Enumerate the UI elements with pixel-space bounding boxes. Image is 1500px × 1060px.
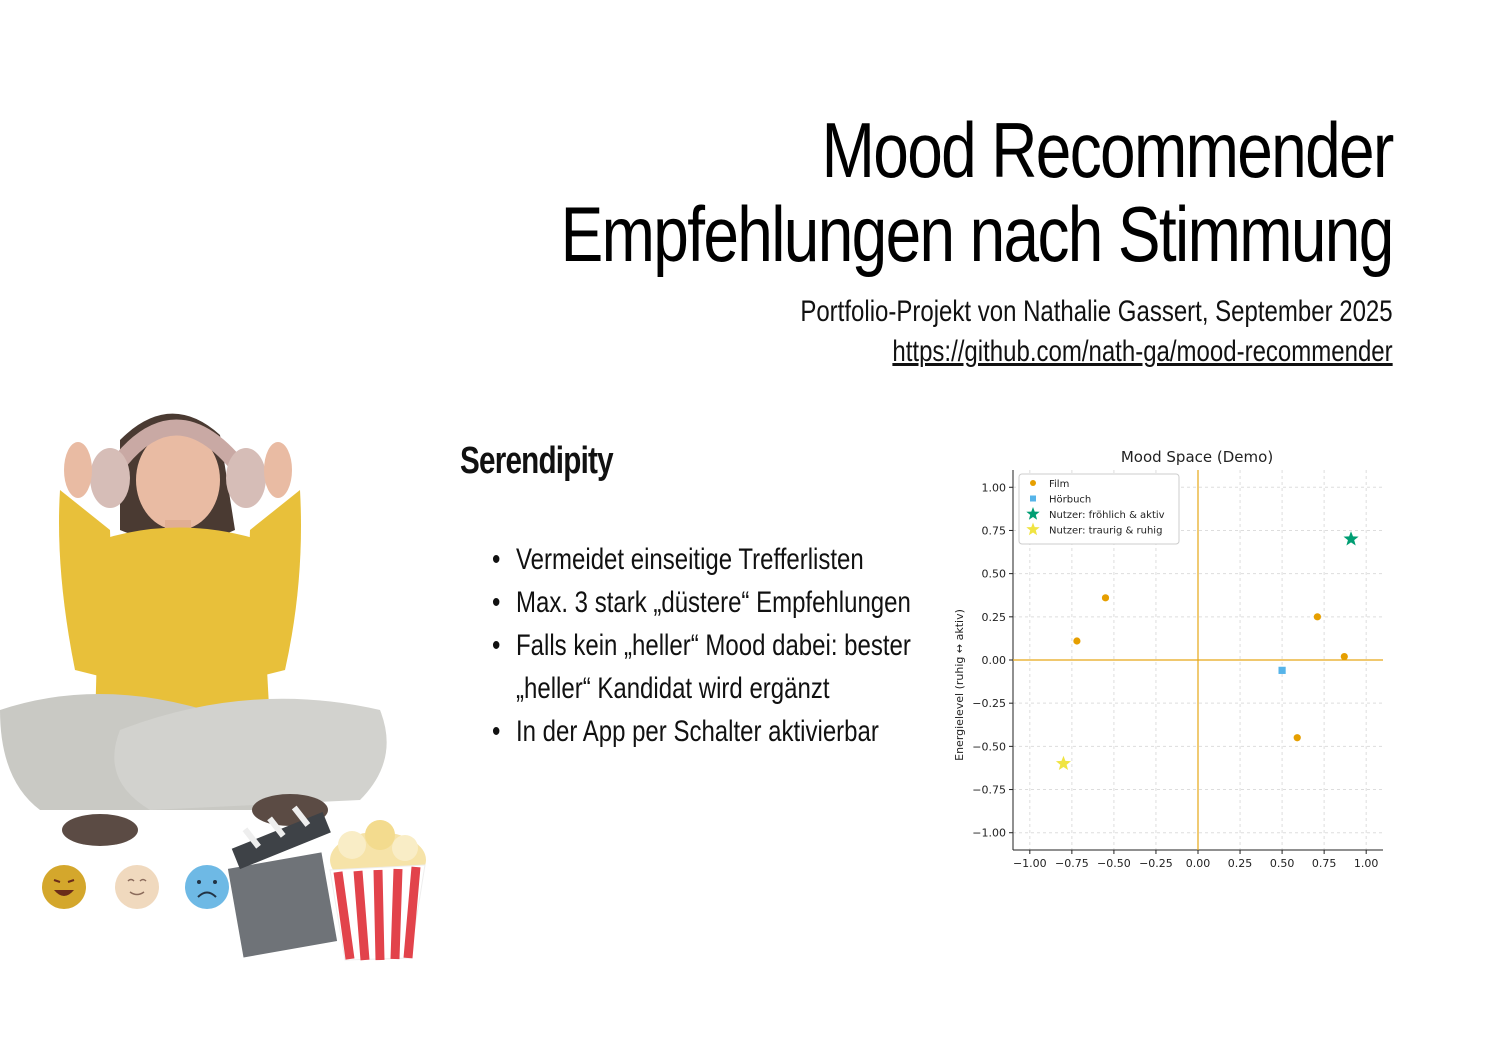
author-line: Portfolio-Projekt von Nathalie Gassert, … xyxy=(800,295,1393,328)
y-tick-label: 1.00 xyxy=(982,481,1007,494)
legend-box xyxy=(1018,473,1180,545)
clapperboard-icon xyxy=(227,805,338,958)
person-illustration xyxy=(0,413,387,846)
legend-label: Nutzer: traurig & ruhig xyxy=(1049,526,1162,537)
y-tick-label: −0.25 xyxy=(972,697,1006,710)
github-link[interactable]: https://github.com/nath-ga/mood-recommen… xyxy=(892,335,1393,368)
neutral-emoji-icon xyxy=(115,865,159,909)
x-tick-label: 0.25 xyxy=(1228,857,1253,870)
bullet-item: Falls kein „heller“ Mood dabei: bester „… xyxy=(492,624,940,710)
mood-space-chart: Mood Space (Demo) −1.00 −0.75 −0.50 −0.25 0.… xyxy=(945,440,1395,870)
y-tick-label: 0.25 xyxy=(982,611,1007,624)
title-block: Mood Recommender Empfehlungen nach Stimm… xyxy=(378,106,1395,372)
y-tick-label: 0.50 xyxy=(982,568,1007,581)
chart-legend: Film Hörbuch Nutzer: fröhlich & aktiv Nutze… xyxy=(1018,473,1180,545)
y-axis-label: Energielevel (ruhig ↔ aktiv) xyxy=(953,609,966,761)
x-tick-label: 0.00 xyxy=(1186,857,1211,870)
data-point-star xyxy=(1055,755,1071,770)
page-title: Mood Recommender xyxy=(822,106,1395,194)
legend-marker xyxy=(1030,480,1036,486)
legend-label: Film xyxy=(1049,479,1069,490)
illustration xyxy=(0,413,426,961)
mood-space-scatter: Mood Space (Demo) −1.00 −0.75 −0.50 −0.25 0.… xyxy=(953,448,1383,870)
data-point-circle xyxy=(1293,734,1301,742)
page-subtitle-line: Empfehlungen nach Stimmung xyxy=(560,190,1395,278)
x-tick-label: −0.50 xyxy=(1097,857,1131,870)
happy-emoji-icon xyxy=(42,865,86,909)
y-tick-label: 0.00 xyxy=(982,654,1007,667)
bullet-item: In der App per Schalter aktivierbar xyxy=(492,710,940,753)
legend-label: Nutzer: fröhlich & aktiv xyxy=(1049,510,1165,521)
chart-title: Mood Space (Demo) xyxy=(1121,448,1273,466)
y-tick-label: −1.00 xyxy=(972,827,1006,840)
bullet-list: Vermeidet einseitige Trefferlisten Max. … xyxy=(492,538,1052,753)
reference-lines xyxy=(1013,470,1383,850)
x-tick-label: −1.00 xyxy=(1013,857,1047,870)
data-point-square xyxy=(1278,666,1286,674)
y-tick-label: −0.50 xyxy=(972,740,1006,753)
data-points xyxy=(1055,531,1359,770)
bullet-item: Vermeidet einseitige Trefferlisten xyxy=(492,538,940,581)
legend-marker xyxy=(1030,495,1036,502)
bullet-item: Max. 3 stark „düstere“ Empfehlungen xyxy=(492,581,940,624)
data-point-circle xyxy=(1340,652,1348,661)
legend-marker xyxy=(1026,522,1040,536)
y-tick-label: 0.75 xyxy=(982,524,1007,537)
popcorn-icon xyxy=(329,820,426,961)
legend-label: Hörbuch xyxy=(1049,495,1091,506)
legend-marker xyxy=(1026,507,1040,520)
x-tick-label: 0.75 xyxy=(1312,857,1337,870)
x-tick-label: 0.50 xyxy=(1270,857,1295,870)
section-heading: Serendipity xyxy=(460,440,614,482)
x-tick-label: 1.00 xyxy=(1354,857,1379,870)
data-point-star xyxy=(1343,531,1359,546)
y-tick-label: −0.75 xyxy=(972,784,1006,797)
data-point-circle xyxy=(1073,637,1081,645)
data-point-circle xyxy=(1313,613,1322,621)
x-tick-label: −0.25 xyxy=(1139,857,1173,870)
sad-emoji-icon xyxy=(185,865,229,909)
data-point-circle xyxy=(1101,594,1110,602)
x-tick-label: −0.75 xyxy=(1055,857,1089,870)
